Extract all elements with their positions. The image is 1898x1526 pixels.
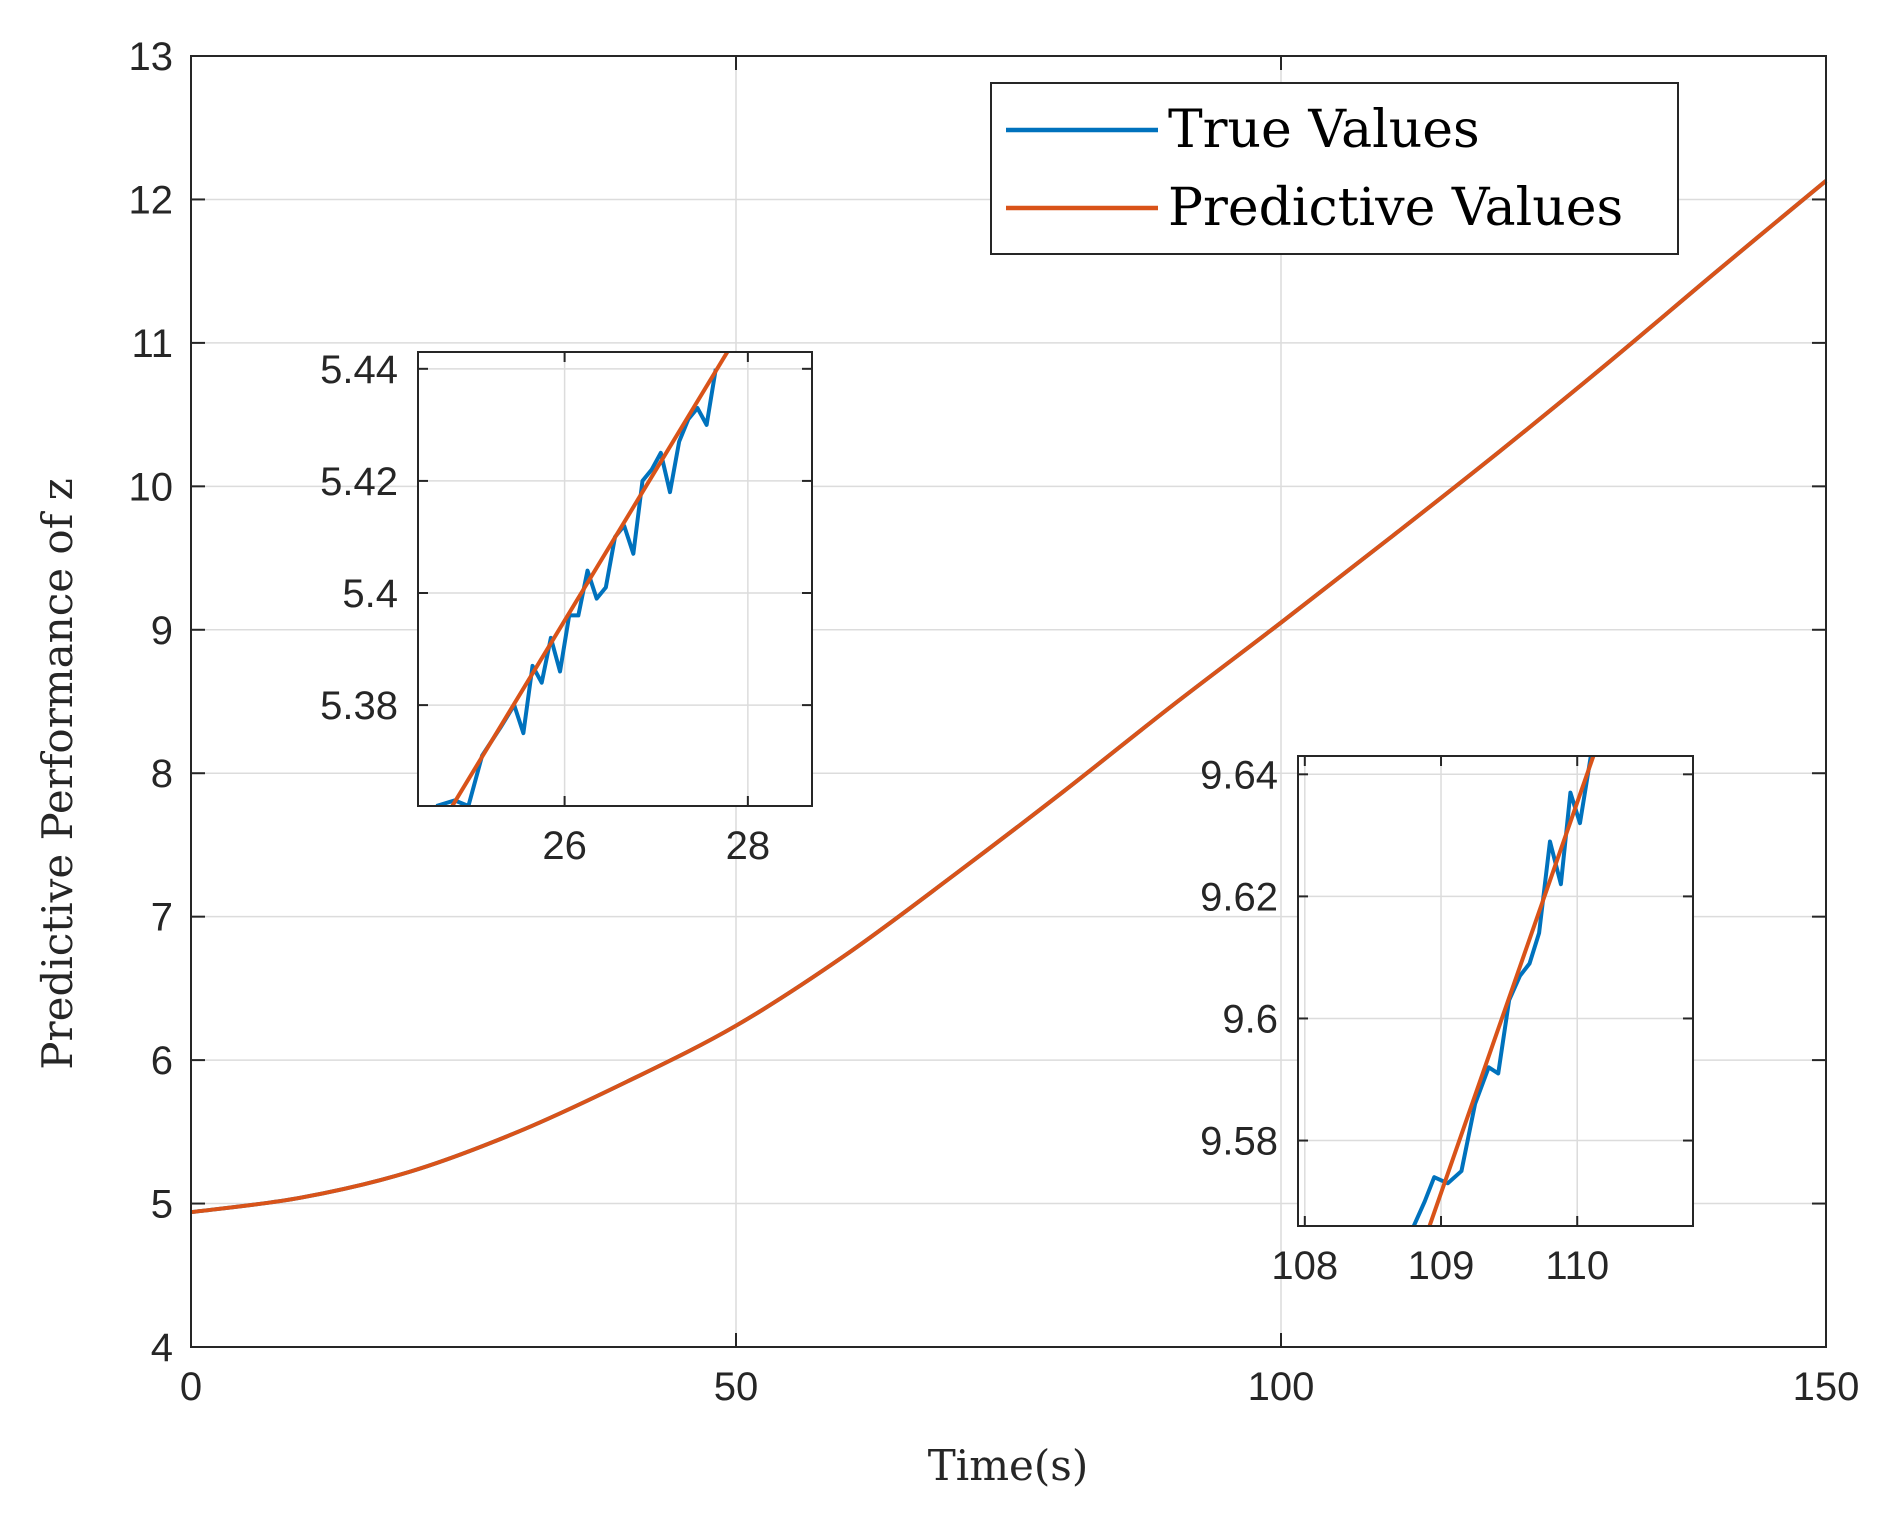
inset-2: 108 109 110 9.58 9.6 9.62 9.64	[1200, 753, 1694, 1288]
y-tick-label: 12	[129, 178, 174, 222]
inset-x-tick-label: 109	[1408, 1244, 1475, 1288]
inset-axes-box	[1297, 755, 1694, 1227]
inset-background	[418, 352, 812, 806]
y-tick-label: 6	[151, 1039, 173, 1083]
y-tick-label: 9	[151, 609, 173, 653]
inset-y-tick-label: 5.4	[342, 572, 398, 616]
y-tick-label: 11	[131, 322, 173, 366]
inset-x-tick-label: 26	[542, 824, 587, 868]
inset-y-tick-label: 9.62	[1200, 875, 1278, 919]
y-tick-label: 13	[129, 35, 174, 79]
y-tick-label: 7	[151, 896, 173, 940]
inset-lines	[1411, 756, 1596, 1226]
inset-y-tick-label: 5.38	[320, 684, 398, 728]
inset-x-tick-label: 108	[1271, 1244, 1338, 1288]
legend-label-pred: Predictive Values	[1168, 178, 1623, 238]
main-axis-ticks: 0 50 100 150 4 5 6 7 8 9 10 11 12 13	[129, 35, 1860, 1409]
inset-predictive-values-line	[1427, 756, 1596, 1226]
inset-y-tick-label: 5.44	[320, 348, 398, 392]
y-tick-label: 4	[151, 1326, 173, 1370]
main-axes-box	[190, 55, 1827, 1348]
x-tick-label: 50	[714, 1365, 759, 1409]
inset-y-tick-label: 9.58	[1200, 1120, 1278, 1164]
series-line-predictive-values	[190, 179, 1828, 1215]
y-tick-label: 10	[129, 465, 174, 509]
x-tick-label: 0	[180, 1365, 202, 1409]
y-axis-label: Predictive Performance of z	[33, 478, 82, 1069]
inset-y-tick-label: 9.6	[1222, 997, 1278, 1041]
legend-box	[990, 82, 1679, 255]
main-plot-lines	[190, 179, 1828, 1215]
inset-x-tick-label: 28	[726, 824, 771, 868]
y-tick-label: 5	[151, 1183, 173, 1227]
x-tick-label: 150	[1793, 1365, 1860, 1409]
inset-y-tick-label: 5.42	[320, 460, 398, 504]
inset-y-tick-label: 9.64	[1200, 753, 1278, 797]
main-axes-frame	[190, 55, 1827, 1348]
y-tick-label: 8	[151, 752, 173, 796]
inset-background	[1298, 756, 1693, 1226]
legend-label-true: True Values	[1168, 100, 1480, 160]
inset-x-tick-label: 110	[1545, 1244, 1609, 1288]
inset-predictive-values-line	[449, 352, 730, 806]
inset-axes-box	[417, 351, 813, 807]
x-axis-label: Time(s)	[928, 1441, 1088, 1490]
inset-lines	[435, 352, 730, 806]
inset-1: 26 28 5.38 5.4 5.42 5.44	[320, 348, 813, 868]
legend: True Values Predictive Values	[990, 82, 1679, 255]
x-tick-label: 100	[1248, 1365, 1315, 1409]
